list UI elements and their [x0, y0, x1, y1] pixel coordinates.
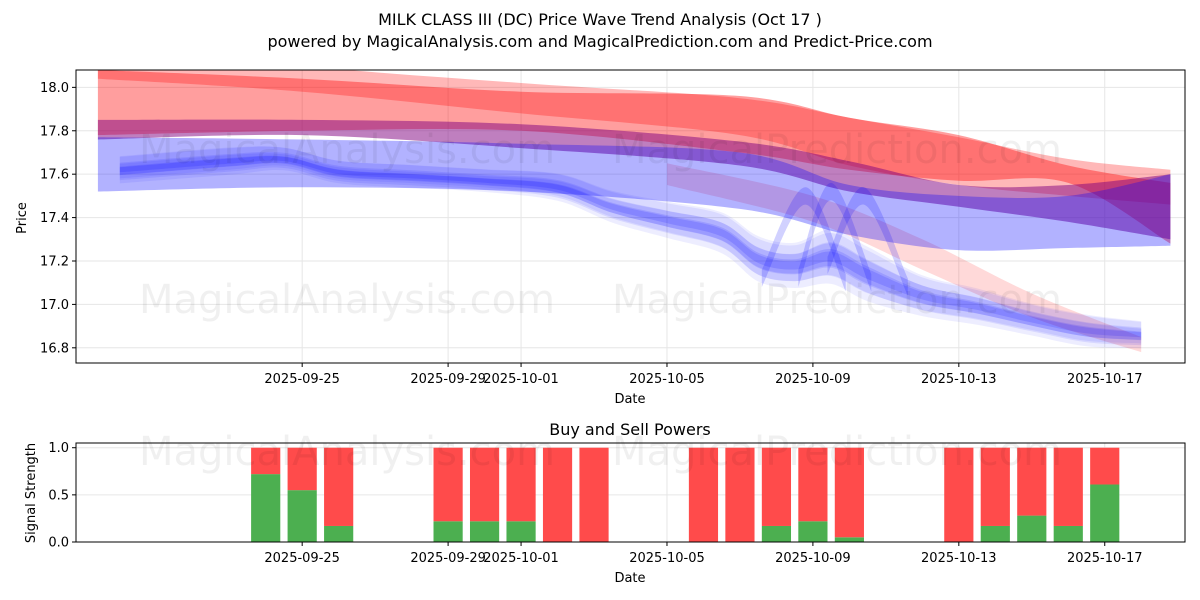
price-x-tick-label: 2025-10-09 — [775, 372, 851, 387]
buy-power-bar — [1053, 525, 1083, 542]
buy-power-bar — [506, 521, 536, 542]
power-plot-frame — [75, 442, 1186, 543]
power-chart: Buy and Sell Powers MagicalAnalysis.com … — [24, 420, 1186, 586]
price-x-tick-label: 2025-09-25 — [264, 372, 340, 387]
price-y-label: Price — [15, 202, 30, 234]
price-chart: MagicalAnalysis.com MagicalPrediction.co… — [15, 69, 1186, 407]
sell-power-bar — [506, 447, 536, 522]
price-y-tick-label: 17.8 — [40, 124, 69, 139]
red-descending-band — [667, 163, 1142, 353]
buy-power-bar — [834, 537, 864, 542]
price-y-tick-label: 17.6 — [40, 168, 69, 183]
buy-power-bar — [251, 474, 281, 542]
price-x-tick-label: 2025-10-13 — [921, 372, 997, 387]
power-x-tick-label: 2025-09-25 — [264, 551, 340, 566]
power-x-tick-label: 2025-10-09 — [775, 551, 851, 566]
price-y-tick-label: 17.2 — [40, 254, 69, 269]
sell-power-bar — [542, 447, 573, 542]
power-y-tick-label: 0.0 — [48, 536, 69, 551]
power-bars — [251, 447, 1120, 542]
chart-subtitle: powered by MagicalAnalysis.com and Magic… — [267, 32, 932, 51]
blue-wave-layer — [119, 146, 1142, 349]
power-x-tick-label: 2025-10-17 — [1067, 551, 1143, 566]
price-x-tick-label: 2025-09-29 — [410, 372, 486, 387]
power-y-tick-label: 1.0 — [48, 441, 69, 456]
sell-power-bar — [1017, 447, 1047, 516]
watermark-prediction: MagicalPrediction.com — [612, 127, 1062, 173]
price-x-label: Date — [614, 392, 645, 407]
price-x-tick-label: 2025-10-17 — [1067, 372, 1143, 387]
buy-power-bar — [1090, 484, 1120, 542]
power-x-label: Date — [614, 571, 645, 586]
blue-wave-layer — [119, 151, 1142, 340]
price-bands — [97, 70, 1171, 353]
blue-wave-layer — [119, 153, 1142, 346]
watermark-analysis: MagicalAnalysis.com — [139, 277, 555, 323]
watermark-analysis: MagicalAnalysis.com — [139, 127, 555, 173]
blue-wave-spike — [827, 187, 908, 296]
red-main-band — [97, 70, 1171, 244]
sell-power-bar — [579, 447, 609, 542]
blue-wave-spike — [761, 187, 846, 292]
power-y-label: Signal Strength — [24, 443, 39, 543]
price-y-tick-label: 18.0 — [40, 81, 69, 96]
red-upper-band — [97, 70, 1171, 205]
sell-power-bar — [725, 447, 755, 542]
sell-power-bar — [433, 447, 463, 522]
sell-power-bar — [944, 447, 974, 542]
blue-wave-layer — [119, 146, 1142, 344]
watermark-prediction: MagicalPrediction.com — [612, 429, 1062, 475]
blue-wave-spike — [798, 182, 872, 292]
purple-band — [97, 119, 1171, 240]
sell-power-bar — [469, 447, 500, 522]
blue-wide-band — [97, 137, 1171, 251]
power-title: Buy and Sell Powers — [549, 420, 711, 439]
buy-power-bar — [1017, 515, 1047, 542]
sell-power-bar — [324, 447, 354, 526]
sell-power-bar — [834, 447, 864, 538]
watermark-analysis: MagicalAnalysis.com — [139, 429, 555, 475]
buy-power-bar — [980, 525, 1010, 542]
power-x-tick-label: 2025-10-01 — [483, 551, 559, 566]
sell-power-bar — [761, 447, 792, 526]
sell-power-bar — [1090, 447, 1120, 485]
blue-wave-layer — [119, 156, 1142, 338]
buy-power-bar — [433, 521, 463, 542]
sell-power-bar — [798, 447, 828, 522]
buy-power-bar — [761, 525, 792, 542]
sell-power-bar — [688, 447, 719, 542]
sell-power-bar — [251, 447, 281, 475]
buy-power-bar — [324, 525, 354, 542]
price-y-axis: 16.8 17.0 17.2 17.4 17.6 17.8 18.0 — [40, 81, 76, 356]
buy-power-bar — [798, 521, 828, 542]
price-x-tick-label: 2025-10-05 — [629, 372, 705, 387]
power-x-tick-label: 2025-09-29 — [410, 551, 486, 566]
sell-power-bar — [287, 447, 317, 491]
price-y-tick-label: 17.4 — [40, 211, 69, 226]
power-x-tick-label: 2025-10-13 — [921, 551, 997, 566]
power-x-tick-label: 2025-10-05 — [629, 551, 705, 566]
watermark-prediction: MagicalPrediction.com — [612, 277, 1062, 323]
power-y-tick-label: 0.5 — [48, 488, 69, 503]
blue-wave-layer — [119, 155, 1142, 341]
power-y-axis: 0.0 0.5 1.0 — [48, 441, 76, 551]
chart-title: MILK CLASS III (DC) Price Wave Trend Ana… — [378, 10, 822, 29]
sell-power-bar — [980, 447, 1010, 526]
price-plot-frame — [75, 69, 1186, 364]
price-y-tick-label: 16.8 — [40, 341, 69, 356]
buy-power-bar — [469, 521, 500, 542]
sell-power-bar — [1053, 447, 1083, 526]
price-x-tick-label: 2025-10-01 — [483, 372, 559, 387]
buy-power-bar — [287, 490, 317, 542]
price-y-tick-label: 17.0 — [40, 298, 69, 313]
